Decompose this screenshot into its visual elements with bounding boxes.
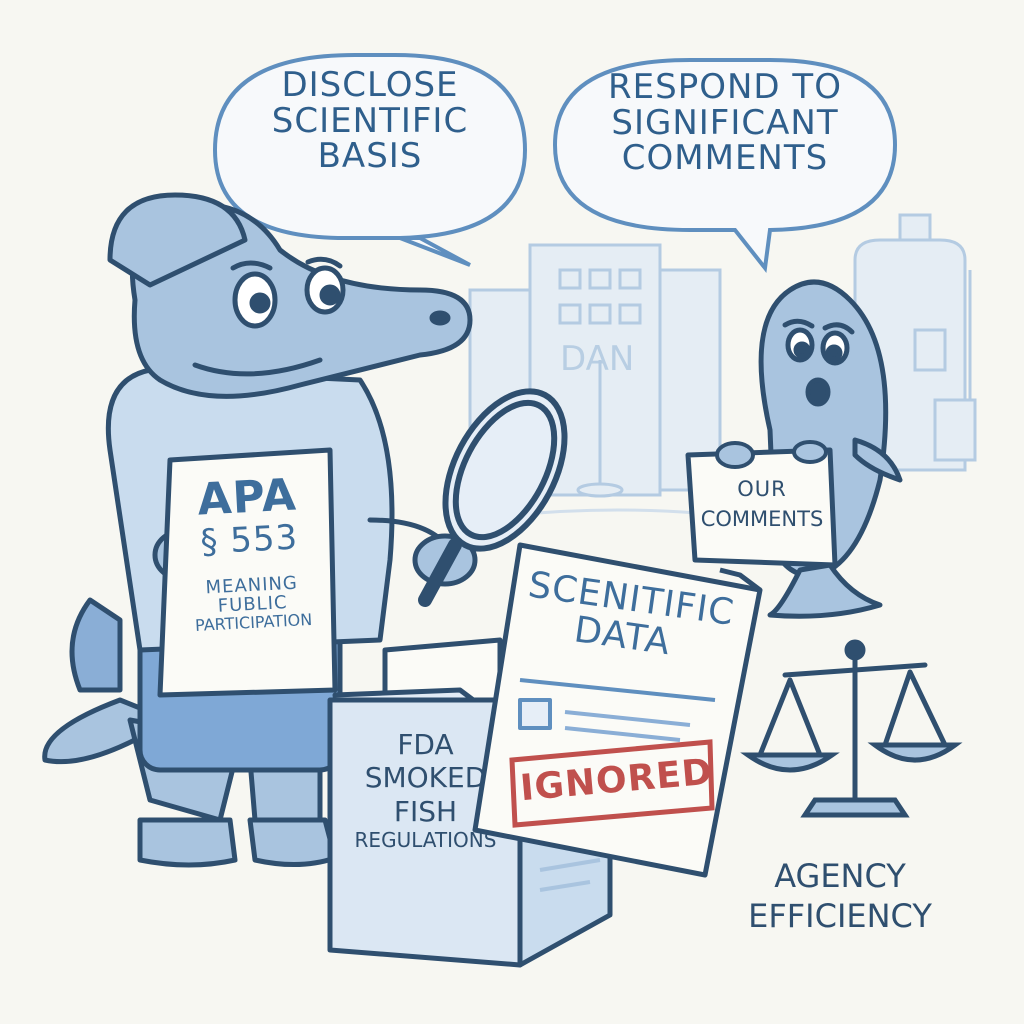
speech-bubble-right — [552, 58, 898, 273]
speech-bubble-left — [212, 53, 528, 267]
apa-sign-board — [157, 447, 338, 698]
bubble-right-line2: SIGNIFICANT — [611, 102, 839, 143]
agency-efficiency-caption: AGENCY EFFICIENCY — [735, 857, 945, 935]
box-line3: FISH — [393, 794, 458, 828]
fish-character — [758, 279, 903, 619]
box-line2: SMOKED — [364, 761, 487, 795]
apa-title: APA — [196, 469, 299, 526]
bubble-right-line1: RESPOND TO — [608, 67, 842, 107]
bubble-right-line3: COMMENTS — [621, 138, 829, 179]
ignored-stamp — [509, 739, 715, 828]
bubble-right-text: RESPOND TO SIGNIFICANT COMMENTS — [565, 67, 885, 179]
bubble-left-text: DISCLOSE SCIENTIFIC BASIS — [225, 65, 515, 177]
box-line1: FDA — [397, 728, 454, 761]
bubble-left-line3: BASIS — [317, 136, 423, 177]
our-comments-line2: COMMENTS — [700, 507, 824, 532]
background-sign-text: DAN — [560, 339, 634, 379]
box-label-text: FDA SMOKED FISH REGULATIONS — [333, 730, 518, 851]
our-comments-line1: OUR — [737, 477, 787, 501]
apa-section: § 553 — [199, 517, 300, 563]
bubble-left-line1: DISCLOSE — [281, 65, 459, 105]
our-comments-sign-board — [685, 440, 838, 568]
box-line4: REGULATIONS — [354, 828, 497, 853]
apa-sign-text: APA § 553 MEANING FUBLIC PARTICIPATION — [166, 469, 334, 636]
magnifying-glass-icon — [418, 388, 568, 607]
caption-line2: EFFICIENCY — [748, 896, 932, 935]
bubble-left-line2: SCIENTIFIC — [271, 100, 469, 141]
scales-of-justice-icon — [740, 639, 963, 818]
scientific-data-document — [472, 542, 763, 878]
our-comments-text: OUR COMMENTS — [692, 478, 832, 530]
caption-line1: AGENCY — [774, 857, 906, 895]
